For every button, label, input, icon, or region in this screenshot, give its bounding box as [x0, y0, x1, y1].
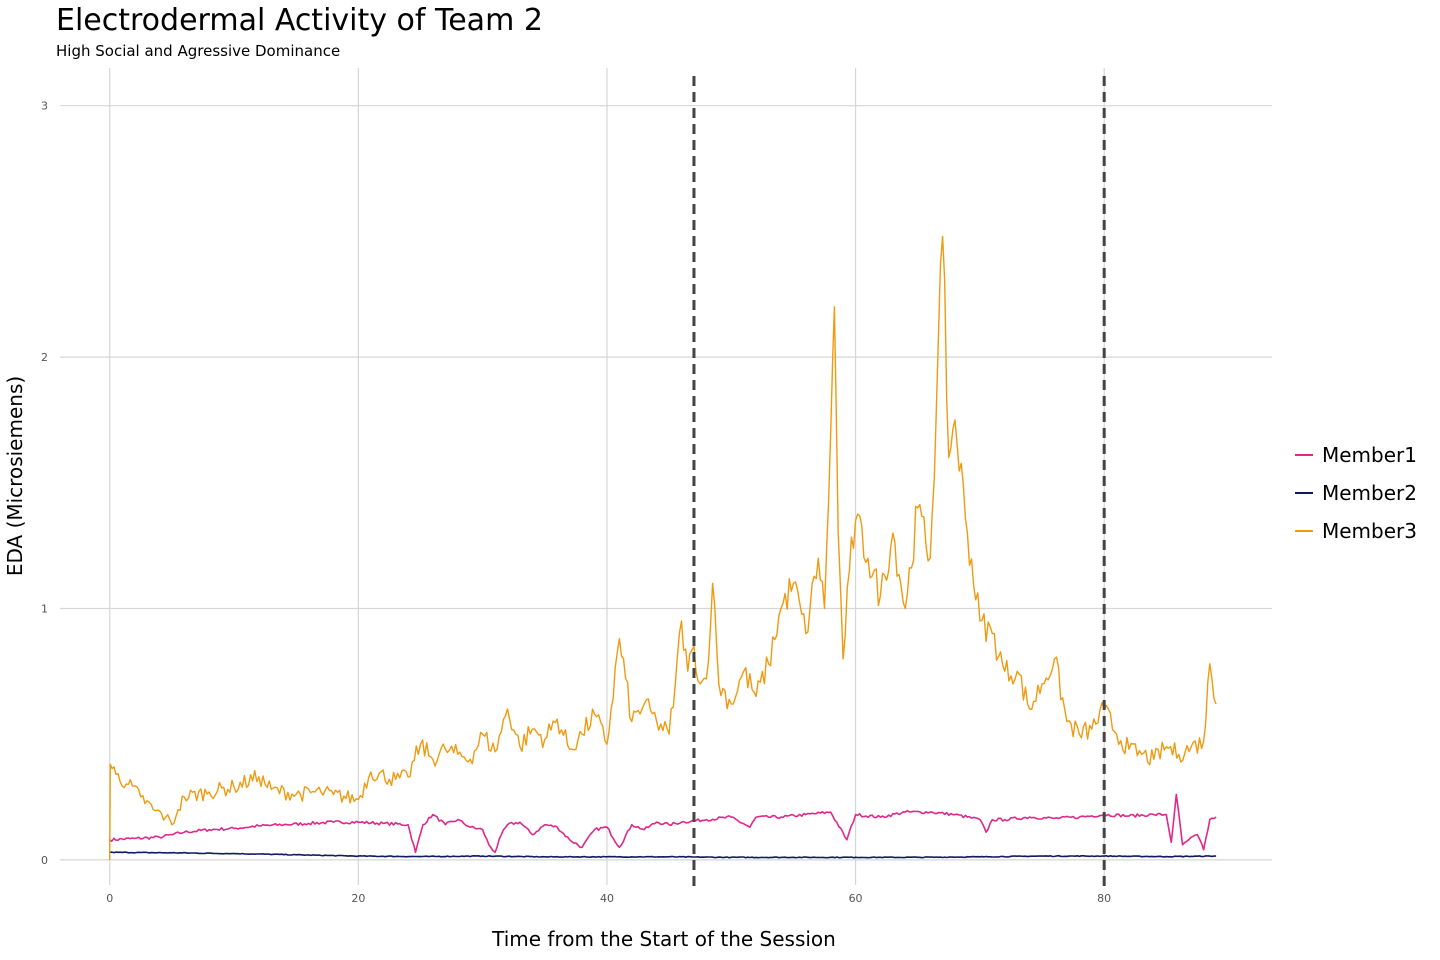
x-tick-label-0: 0	[106, 892, 113, 905]
y-tick-label-0: 0	[41, 854, 48, 867]
series-line-member2	[109, 851, 1217, 859]
legend-label-member2: Member2	[1322, 481, 1417, 505]
legend-label-member3: Member3	[1322, 519, 1417, 543]
series-lines	[109, 235, 1217, 860]
x-tick-label-20: 20	[351, 892, 365, 905]
x-axis-title: Time from the Start of the Session	[491, 927, 836, 951]
reference-lines	[692, 76, 1106, 886]
tick-labels: 0 1 2 3 0 20 40 60 80	[41, 100, 1111, 905]
x-tick-label-60: 60	[849, 892, 863, 905]
y-tick-label-3: 3	[41, 100, 48, 113]
grid-lines	[60, 68, 1272, 885]
chart-title: Electrodermal Activity of Team 2	[56, 3, 543, 38]
legend: Member1 Member2 Member3	[1295, 443, 1417, 543]
x-tick-label-40: 40	[600, 892, 614, 905]
series-line-member3	[109, 235, 1217, 860]
y-axis-title: EDA (Microsiemens)	[3, 376, 27, 576]
y-tick-label-2: 2	[41, 351, 48, 364]
x-tick-label-80: 80	[1097, 892, 1111, 905]
chart-subtitle: High Social and Agressive Dominance	[56, 42, 340, 60]
series-line-member1	[109, 793, 1217, 854]
legend-label-member1: Member1	[1322, 443, 1417, 467]
y-tick-label-1: 1	[41, 602, 48, 615]
